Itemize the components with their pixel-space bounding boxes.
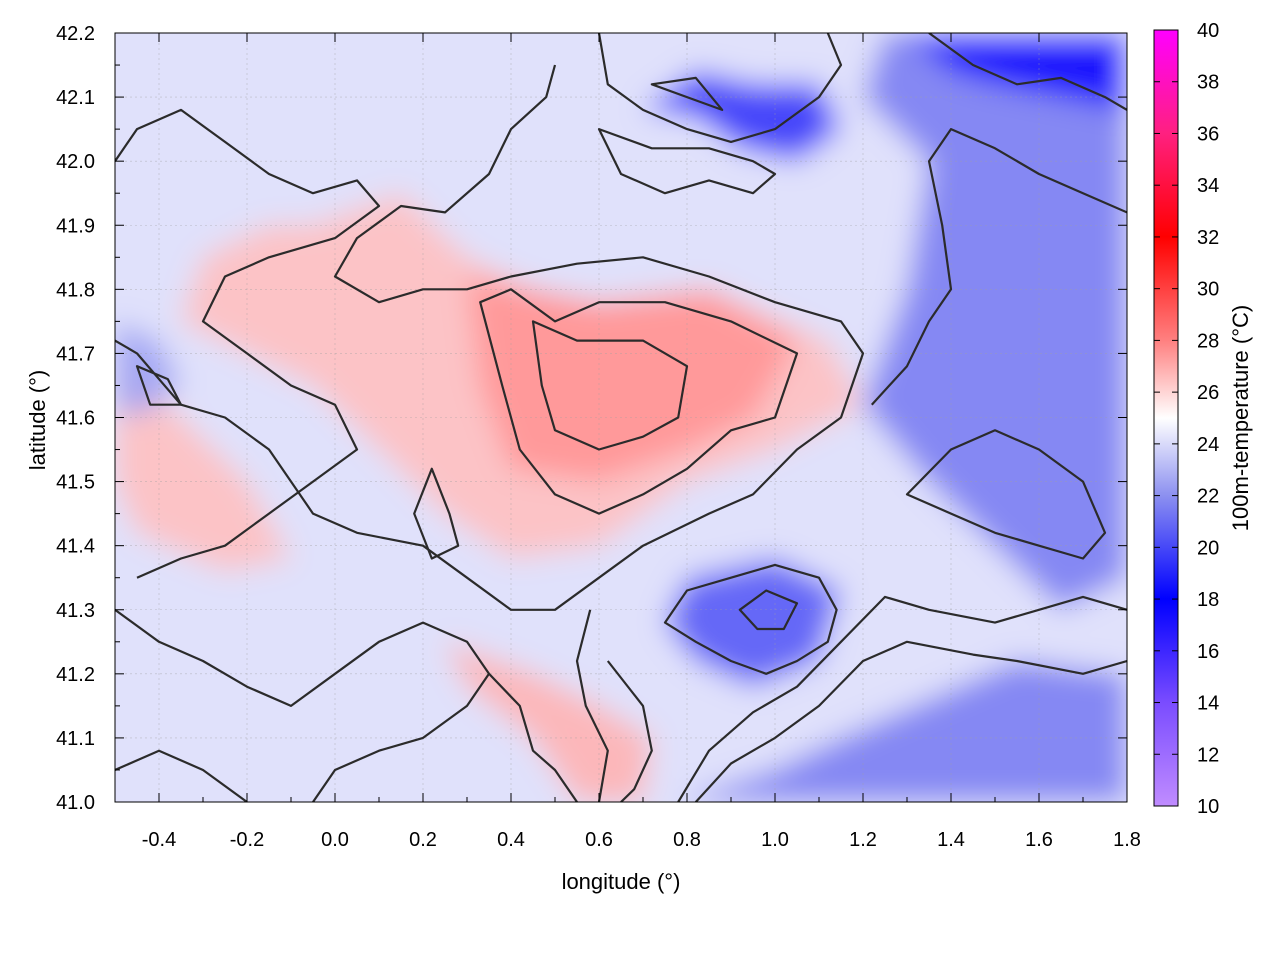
contour-line-7 [606,660,653,802]
colorbar-tick-label-13: 36 [1197,123,1219,145]
colorbar-tick-label-2: 14 [1197,693,1219,715]
contour-line-13 [870,128,1127,406]
x-axis-label: longitude (°) [562,869,681,894]
y-tick-label-1: 41.1 [56,728,95,750]
colorbar-tick-label-14: 38 [1197,72,1219,94]
x-axis-ticks: -0.4 -0.2 0.0 0.2 0.4 0.6 0.8 1.0 1.2 1.4 1.6 1.8 [114,33,1141,851]
y-tick-label-10: 42.0 [56,151,95,173]
colorbar-tick-label-10: 30 [1197,279,1219,301]
contour-line-18 [905,429,1107,560]
colorbar-tick-label-0: 10 [1197,796,1219,818]
x-tick-label-3: 0.2 [409,829,437,851]
temperature-field [115,33,1127,802]
contour-line-14 [597,33,843,143]
y-tick-label-8: 41.8 [56,279,95,301]
contour-line-5 [115,749,248,802]
x-tick-label-11: 1.8 [1113,829,1141,851]
y-tick-label-9: 41.9 [56,215,95,237]
colorbar-tick-label-12: 34 [1197,175,1219,197]
contour-line-0 [115,108,381,579]
colorbar-tick-label-4: 18 [1197,589,1219,611]
contour-line-8 [575,609,609,802]
y-tick-label-0: 41.0 [56,792,95,814]
field-region-cold-north [907,33,1127,110]
contour-line-11 [677,595,1127,802]
x-tick-label-7: 1.0 [761,829,789,851]
x-tick-label-8: 1.2 [849,829,877,851]
colorbar-ticks: 10 12 14 16 18 20 22 24 26 28 30 32 34 36 38 40 [1154,20,1219,818]
contour-line-19 [413,467,460,560]
colorbar-tick-label-1: 12 [1197,744,1219,766]
y-tick-label-12: 42.2 [56,23,95,45]
colorbar-tick-label-11: 32 [1197,227,1219,249]
y-tick-label-5: 41.5 [56,472,95,494]
x-tick-label-4: 0.4 [497,829,525,851]
field-blur-group [115,33,1127,802]
contour-line-12 [694,640,1127,802]
grid-lines [115,33,1127,802]
y-tick-label-3: 41.3 [56,600,95,622]
field-region-cool-northwest [115,321,181,418]
x-tick-label-1: -0.2 [230,829,264,851]
contour-line-3 [531,320,689,451]
colorbar: 10 12 14 16 18 20 22 24 26 28 30 32 34 36 38 40 [1153,20,1219,818]
field-region-warm-west [115,353,291,572]
y-tick-label-11: 42.1 [56,87,95,109]
colorbar-label: 100m-temperature (°C) [1228,305,1253,531]
colorbar-gradient [1153,29,1179,807]
contour-line-10 [738,589,799,631]
contour-line-4 [115,608,578,802]
y-tick-label-6: 41.6 [56,408,95,430]
colorbar-tick-label-3: 16 [1197,641,1219,663]
y-axis-ticks: 41.0 41.1 41.2 41.3 41.4 41.5 41.6 41.7 41.8 41.9… [56,23,1127,814]
contour-line-20 [135,365,183,406]
x-tick-label-5: 0.6 [585,829,613,851]
colorbar-tick-label-6: 22 [1197,486,1219,508]
contour-line-6 [312,673,490,802]
x-tick-label-6: 0.8 [673,829,701,851]
colorbar-tick-label-5: 20 [1197,537,1219,559]
field-region-cold-pocket-north [643,71,841,162]
x-tick-label-0: -0.4 [142,829,176,851]
y-tick-label-4: 41.4 [56,536,95,558]
contour-line-15 [650,76,724,112]
contour-line-17 [597,128,777,195]
y-tick-label-2: 41.2 [56,664,95,686]
x-tick-label-10: 1.6 [1025,829,1053,851]
contour-line-2 [479,288,799,515]
x-tick-label-9: 1.4 [937,829,965,851]
colorbar-tick-label-15: 40 [1197,20,1219,42]
y-axis-label: latitude (°) [25,370,50,471]
colorbar-tick-label-8: 26 [1197,382,1219,404]
contour-lines [115,33,1127,802]
y-tick-label-7: 41.7 [56,343,95,365]
field-region-cool-sea [678,661,1127,802]
contour-line-16 [928,33,1127,111]
colorbar-tick-label-9: 28 [1197,330,1219,352]
contour-line-9 [663,563,838,675]
contour-line-1 [115,64,865,611]
x-tick-label-2: 0.0 [321,829,349,851]
colorbar-tick-label-7: 24 [1197,434,1219,456]
